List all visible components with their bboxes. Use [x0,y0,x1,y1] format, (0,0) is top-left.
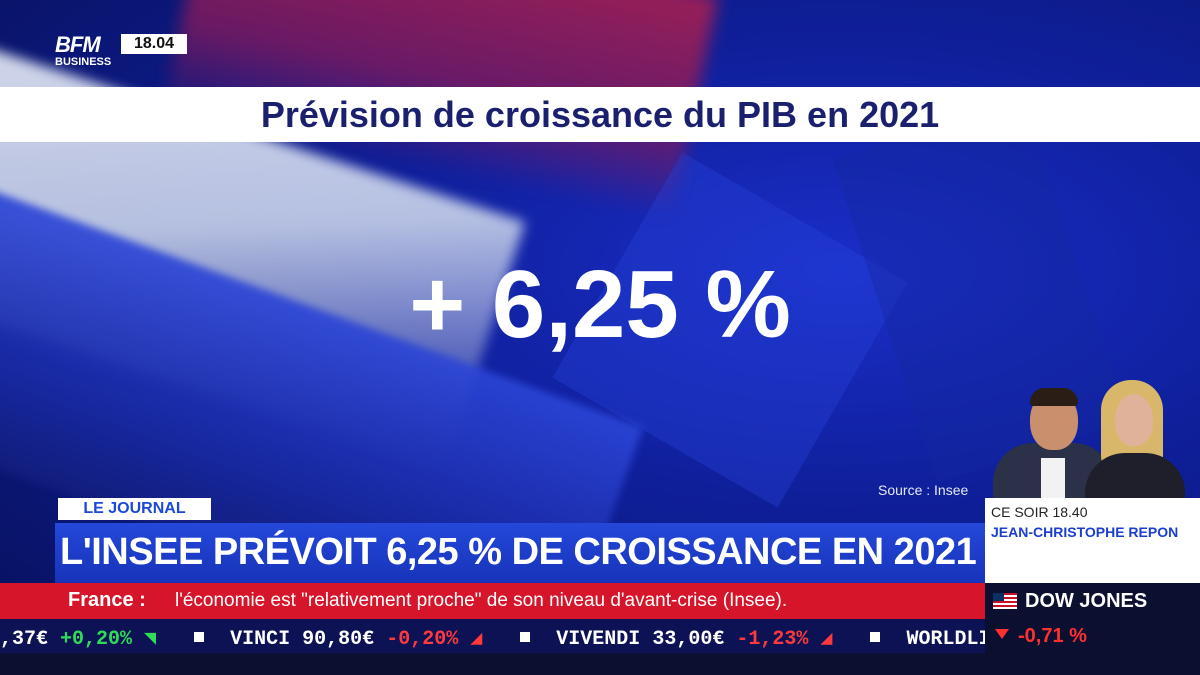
flash-text: l'économie est "relativement proche" de … [175,590,788,611]
ticker-change: -1,23% [736,628,809,651]
presenter-female [1085,376,1185,498]
flash-news-bar: France : l'économie est "relativement pr… [0,583,985,619]
ticker-separator-icon [520,632,531,642]
promo-time: CE SOIR 18.40 [991,504,1088,520]
ticker-change: +0,20% [60,628,133,651]
ticker-change: -0,20% [386,628,459,651]
ticker-name: WORLDLINE [906,628,985,651]
market-index-change: -0,71 % [1018,625,1087,647]
us-flag-icon [993,593,1017,609]
graphic-title-bar: Prévision de croissance du PIB en 2021 [0,87,1200,142]
market-index-change-box: -0,71 % [985,619,1200,653]
promo-guest-name: JEAN-CHRISTOPHE REPON [991,524,1179,540]
stock-ticker: 9,37€ +0,20% ◥ VINCI 90,80€ -0,20% ◢ VIV… [0,619,985,653]
bottom-strip [0,653,1200,675]
ticker-separator-icon [870,632,881,642]
market-index-name: DOW JONES [1025,590,1148,612]
ticker-item: WORLDLINE 71 [870,628,985,651]
market-index-box: DOW JONES [985,583,1200,619]
flash-label: France : [68,589,146,611]
channel-logo: BFM BUSINESS [55,34,117,74]
ticker-item: VIVENDI 33,00€ -1,23% ◢ [520,625,832,651]
ticker-price: 9,37€ [0,628,49,651]
graphic-title: Prévision de croissance du PIB en 2021 [260,93,940,135]
logo-text-bfm: BFM [55,32,101,57]
headline-bar: L'INSEE PRÉVOIT 6,25 % DE CROISSANCE EN … [55,523,985,583]
ticker-track: 9,37€ +0,20% ◥ VINCI 90,80€ -0,20% ◢ VIV… [0,625,985,651]
ticker-item: 9,37€ +0,20% ◥ [0,625,156,651]
clock-time: 18.04 [121,34,187,54]
source-credit: Source : Insee [878,482,969,498]
down-arrow-icon [995,629,1009,639]
ticker-price: 33,00€ [652,628,725,651]
headline-text: L'INSEE PRÉVOIT 6,25 % DE CROISSANCE EN … [60,531,977,573]
ticker-name: VINCI [230,628,291,651]
logo-text-business: BUSINESS [55,56,112,68]
ticker-name: VIVENDI [556,628,641,651]
ticker-separator-icon [194,632,205,642]
ticker-item: VINCI 90,80€ -0,20% ◢ [194,625,482,651]
ticker-price: 90,80€ [302,628,375,651]
program-tag: LE JOURNAL [58,498,211,520]
evening-promo: CE SOIR 18.40 JEAN-CHRISTOPHE REPON [985,498,1200,583]
presenters-photo [985,370,1200,498]
growth-value: + 6,25 % [409,251,791,358]
